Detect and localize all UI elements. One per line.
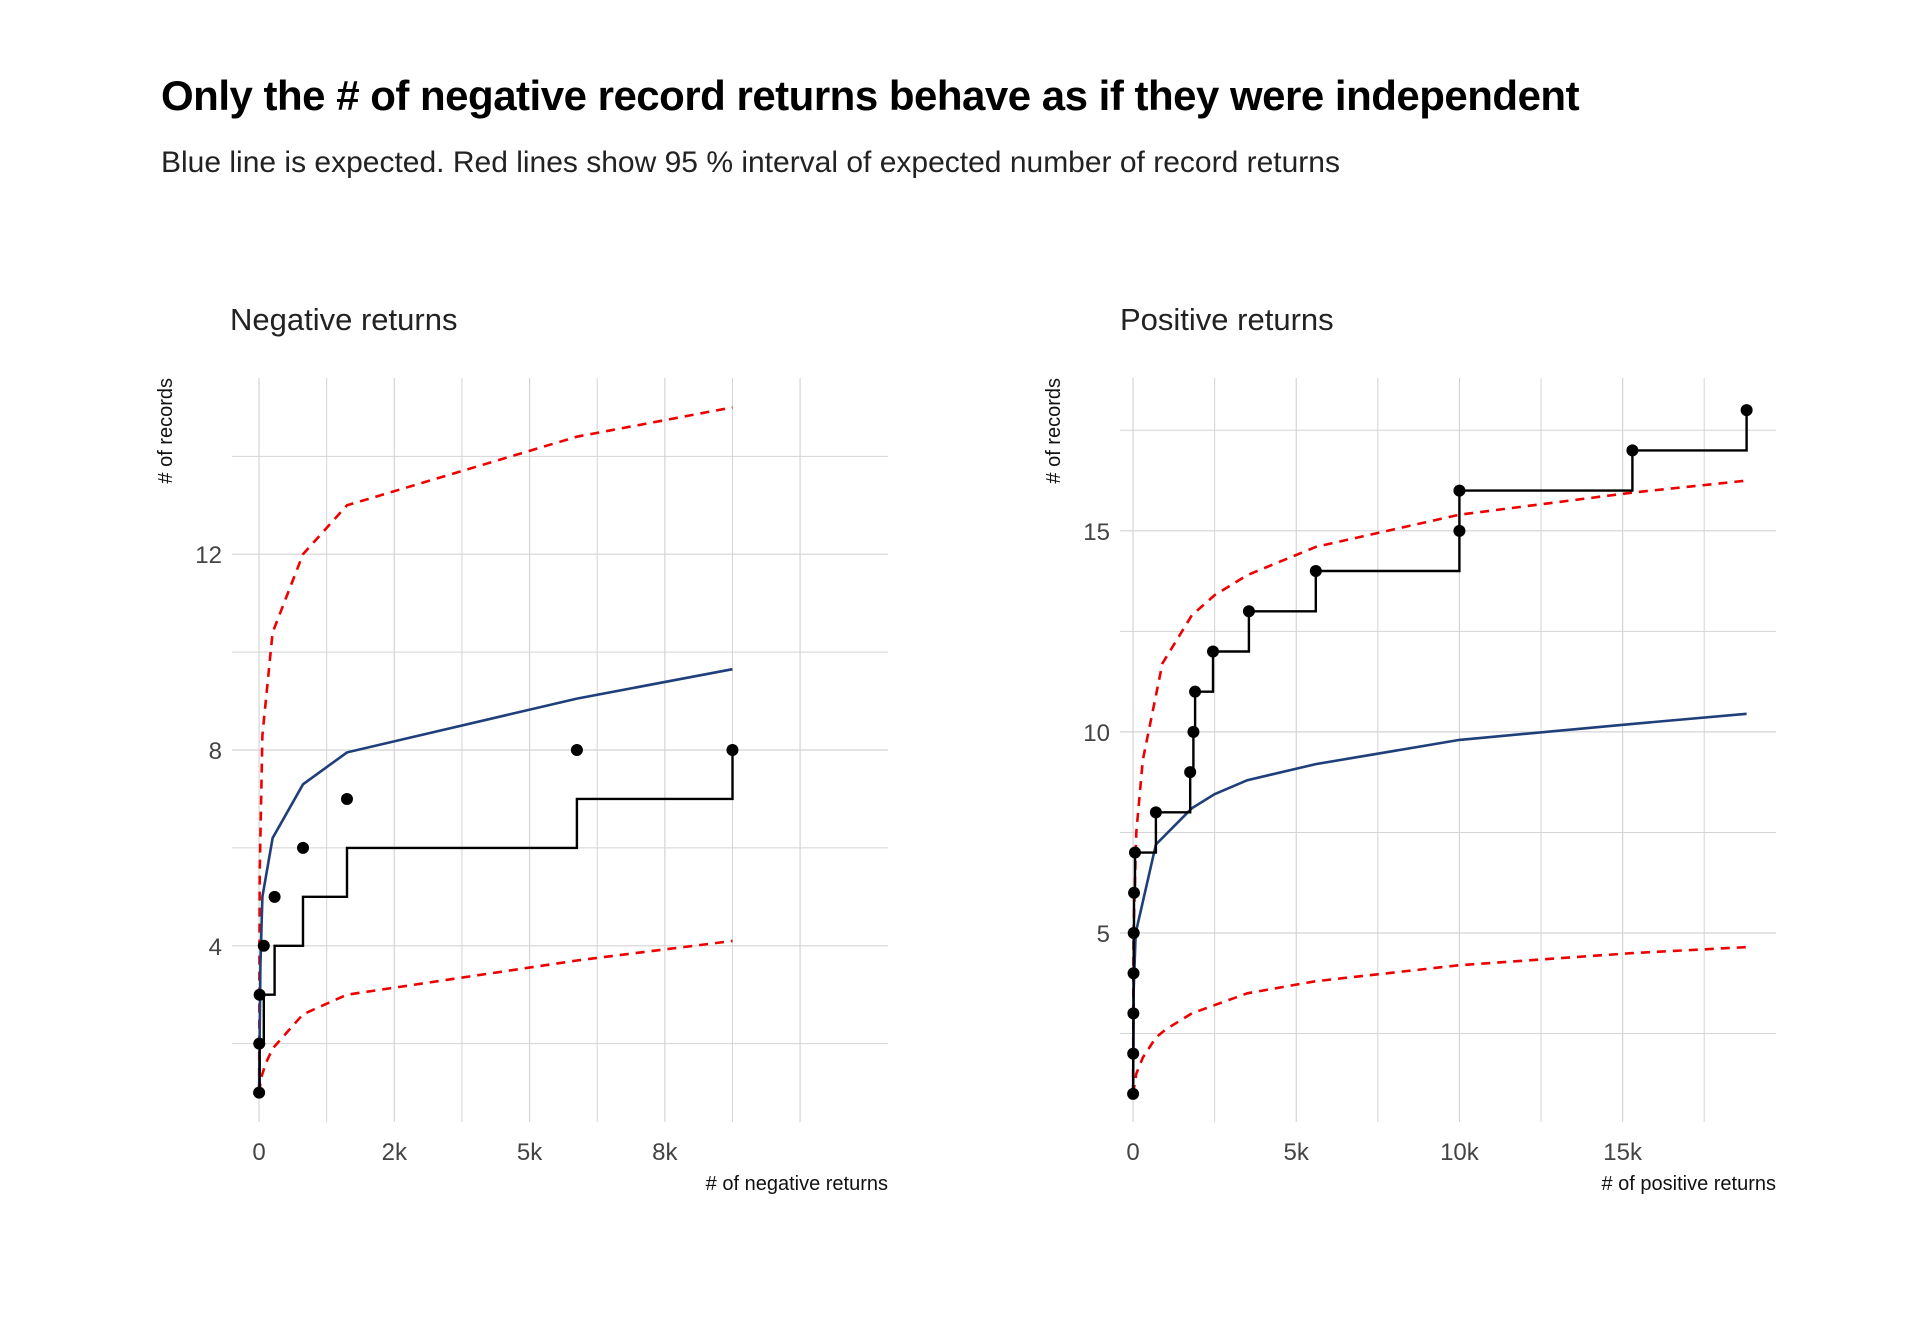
chart-title: Only the # of negative record returns be… — [161, 72, 1580, 119]
x-tick-label: 0 — [252, 1139, 265, 1166]
observed-record-point — [1453, 524, 1466, 537]
observed-record-point — [1187, 725, 1200, 738]
observed-record-point — [1309, 565, 1322, 578]
observed-series-line — [258, 750, 734, 1094]
x-tick-label: 5k — [517, 1139, 543, 1166]
x-tick-label: 10k — [1440, 1139, 1480, 1166]
observed-record-point — [297, 841, 310, 854]
observed-record-point — [1127, 1007, 1140, 1020]
observed-record-point — [1149, 806, 1162, 819]
chart-subtitle: Blue line is expected. Red lines show 95… — [161, 146, 1340, 179]
observed-record-point — [1189, 685, 1202, 698]
observed-record-point — [257, 939, 270, 952]
y-tick-label: 8 — [209, 738, 222, 765]
observed-record-point — [1184, 766, 1197, 779]
lower-series-line — [1131, 945, 1747, 1095]
y-tick-label: 5 — [1097, 921, 1110, 948]
observed-record-point — [340, 792, 353, 805]
observed-record-point — [726, 744, 739, 756]
expected-series-line — [257, 667, 733, 1093]
y-tick-label: 4 — [209, 934, 222, 961]
expected-series-line — [1131, 712, 1747, 1094]
observed-record-point — [1127, 1047, 1140, 1060]
y-tick-label: 10 — [1083, 720, 1110, 747]
observed-record-point — [253, 1037, 266, 1050]
lower-series-line — [257, 939, 733, 1093]
upper-series-line — [1131, 479, 1747, 1094]
observed-record-point — [253, 1086, 266, 1099]
observed-series-line — [1132, 410, 1748, 1095]
y-tick-label: 15 — [1083, 519, 1110, 546]
observed-record-point — [1129, 846, 1142, 859]
x-tick-label: 15k — [1603, 1139, 1643, 1166]
observed-record-point — [268, 890, 281, 903]
panel-positive-returns: 0 5k 10k 15k 5 10 15 Positive returns # of posit… — [1043, 302, 1776, 1195]
panel-title: Positive returns — [1120, 302, 1334, 337]
x-tick-label: 0 — [1126, 1139, 1139, 1166]
y-axis-label: # of records — [1043, 378, 1065, 484]
observed-record-point — [1242, 605, 1255, 618]
observed-record-point — [1626, 444, 1639, 457]
panel-title: Negative returns — [230, 302, 457, 337]
y-axis-label: # of records — [155, 378, 177, 484]
y-tick-label: 12 — [195, 542, 222, 569]
observed-record-point — [1127, 967, 1140, 980]
x-axis-label: # of negative returns — [706, 1173, 888, 1195]
observed-record-point — [1740, 404, 1753, 417]
observed-record-point — [1207, 645, 1220, 658]
x-axis-label: # of positive returns — [1601, 1173, 1776, 1195]
observed-record-point — [253, 988, 266, 1001]
x-tick-label: 8k — [652, 1139, 678, 1166]
observed-record-point — [570, 744, 583, 756]
observed-record-point — [1453, 484, 1466, 497]
upper-series-line — [257, 406, 733, 1093]
panel-negative-returns: 0 2k 5k 8k 4 8 12 Negative returns # of negative… — [155, 302, 888, 1195]
observed-record-point — [1127, 1087, 1140, 1100]
x-tick-label: 2k — [382, 1139, 408, 1166]
observed-record-point — [1127, 926, 1140, 939]
x-tick-label: 5k — [1284, 1139, 1310, 1166]
observed-record-point — [1128, 886, 1141, 899]
